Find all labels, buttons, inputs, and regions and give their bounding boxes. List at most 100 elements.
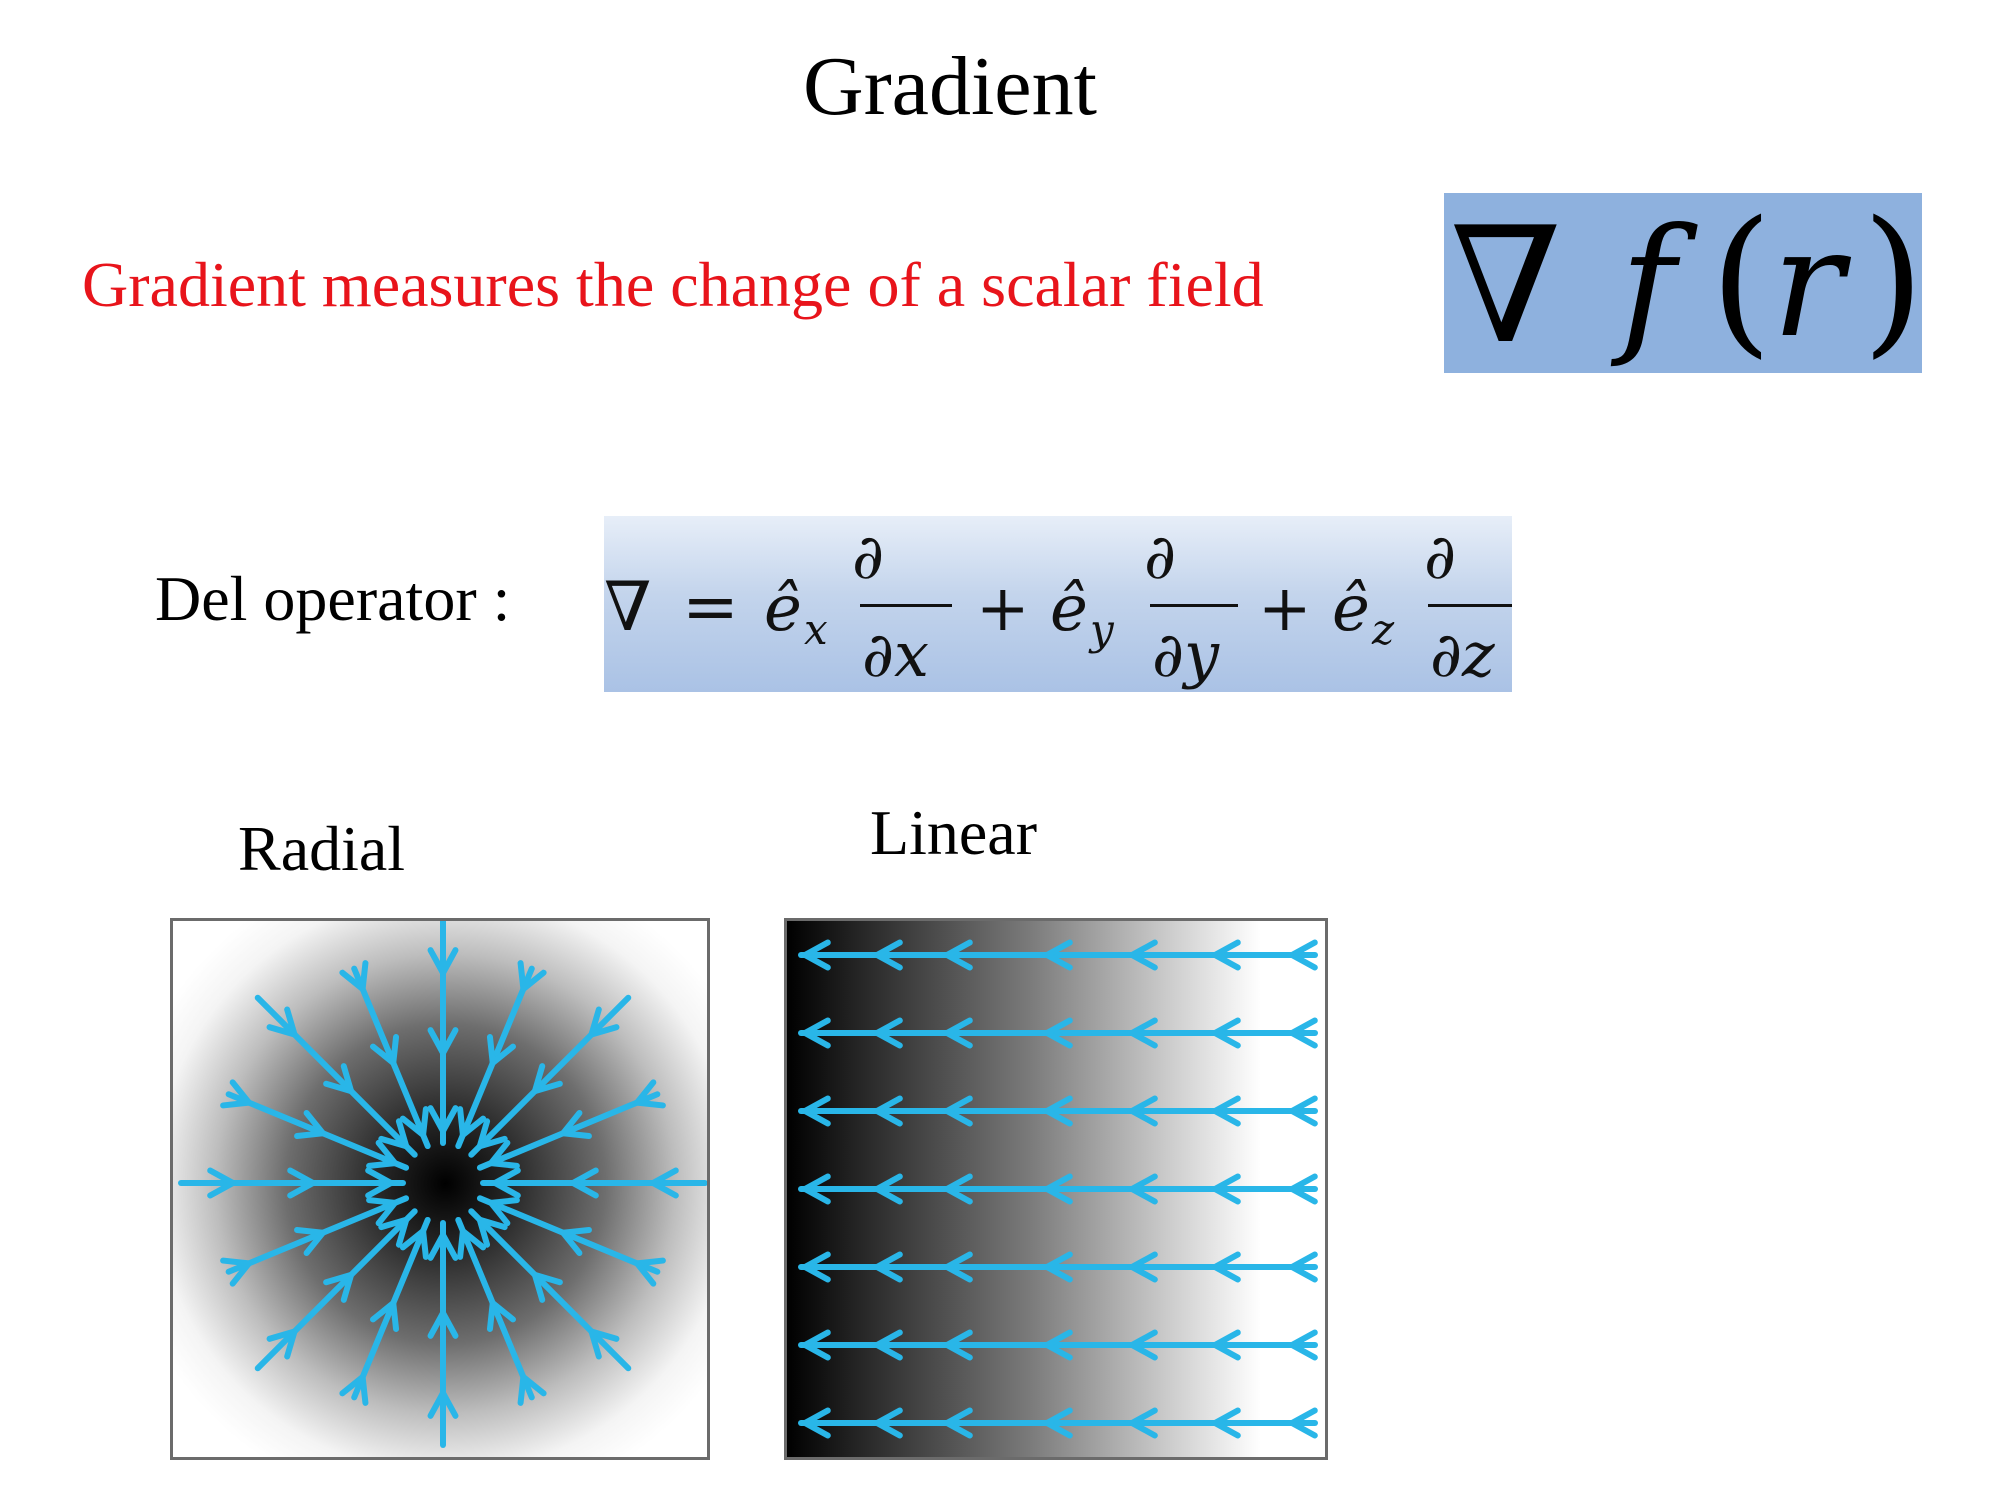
radial-arrow-icon [570,1167,599,1199]
unit-vector-z-subscript: z [1371,605,1395,654]
linear-arrow-icon [1044,1173,1073,1205]
radial-arrow-icon [427,1105,459,1134]
linear-arrow-icon [1289,1017,1318,1049]
radial-arrow-icon [427,947,459,976]
radial-arrow-icon [365,1167,394,1199]
linear-arrow-icon [1044,939,1073,971]
linear-arrow-icon [1289,939,1318,971]
radial-arrow-icon [366,1139,398,1169]
linear-arrow-icon [944,1095,973,1127]
radial-arrow-icon [266,1328,298,1360]
unit-vector-y: ê [1050,572,1088,646]
radial-arrow-icon [650,1167,679,1199]
radial-arrow-icon [370,1300,400,1332]
radial-arrow-shaft [468,1208,632,1372]
radial-arrow-shaft [254,1208,418,1372]
radial-arrow-shaft [254,994,418,1158]
partial-denominator-z: ∂z [1430,618,1495,691]
radial-arrow-shaft [468,994,632,1158]
function-symbol: f [1610,197,1698,371]
variable-r: r [1772,197,1852,371]
radial-arrow-icon [378,1118,410,1150]
linear-gradient-diagram [784,918,1328,1460]
linear-arrow-icon [802,1329,831,1361]
linear-arrow-icon [1044,1329,1073,1361]
linear-arrow-icon [1129,1251,1158,1283]
linear-arrow-icon [1289,1251,1318,1283]
radial-arrow-icon [560,1226,592,1256]
radial-arrow-icon [207,1167,236,1199]
radial-arrow-icon [220,1257,252,1287]
gradient-formula-box: ∇ f ( r ) [1444,193,1922,373]
radial-arrow-icon [488,1139,520,1169]
linear-arrow-icon [1289,1407,1318,1439]
fraction-bar-y [1150,604,1238,607]
radial-caption: Radial [238,813,406,884]
radial-arrow-icon [488,1197,520,1227]
linear-arrow-icon [1212,1329,1241,1361]
linear-arrow-icon [944,1173,973,1205]
linear-arrow-field [798,939,1318,1439]
radial-arrow-icon [531,1063,563,1095]
linear-arrow-icon [1129,1017,1158,1049]
linear-arrow-icon [874,1017,903,1049]
linear-arrow-icon [1289,1173,1318,1205]
linear-arrow-icon [944,1017,973,1049]
unit-vector-x-subscript: x [804,605,828,654]
radial-arrow-icon [588,1006,620,1038]
radial-arrow-icon [378,1216,410,1248]
radial-arrow-icon [399,1228,429,1260]
radial-arrow-icon [427,1232,459,1261]
linear-arrow-icon [802,1095,831,1127]
radial-gradient-diagram [170,918,710,1460]
linear-arrow-icon [944,1251,973,1283]
linear-arrow-icon [1289,1329,1318,1361]
del-operator-formula-box: ∇ = ê x ∂ ∂x + ê y ∂ ∂y + ê z ∂ ∂z [604,516,1512,692]
radial-arrow-icon [294,1226,326,1256]
linear-arrow-icon [1129,939,1158,971]
radial-arrow-field [178,921,707,1448]
linear-arrow-icon [1212,1017,1241,1049]
radial-arrow-icon [476,1118,508,1150]
linear-arrow-icon [802,1017,831,1049]
linear-arrow-icon [802,1173,831,1205]
partial-numerator-x: ∂ [852,520,884,593]
fraction-bar-z [1428,604,1512,607]
radial-arrow-icon [634,1079,666,1109]
radial-arrow-icon [588,1328,620,1360]
linear-arrow-icon [1129,1329,1158,1361]
radial-arrow-icon [323,1063,355,1095]
linear-arrow-icon [1212,1173,1241,1205]
radial-arrow-icon [560,1110,592,1140]
linear-arrow-icon [1212,939,1241,971]
partial-numerator-z: ∂ [1424,520,1456,593]
linear-arrow-icon [802,1251,831,1283]
radial-arrow-icon [517,1374,547,1406]
radial-arrow-icon [427,1390,459,1419]
linear-arrow-icon [1289,1095,1318,1127]
slide-title: Gradient [803,40,1097,133]
unit-vector-z: ê [1332,572,1370,646]
gradient-formula: ∇ f ( r ) [1450,193,1922,373]
radial-arrow-icon [220,1079,252,1109]
linear-arrow-icon [1044,1251,1073,1283]
linear-arrow-icon [802,1407,831,1439]
fraction-bar-x [860,604,952,607]
plus-sign-2: + [1258,572,1312,646]
linear-arrow-icon [1212,1407,1241,1439]
linear-arrow-icon [874,1251,903,1283]
radial-arrow-icon [323,1271,355,1303]
radial-arrow-icon [531,1271,563,1303]
radial-arrow-icon [294,1110,326,1140]
del-nabla: ∇ [604,568,651,647]
close-paren: ) [1862,193,1922,373]
partial-denominator-y: ∂y [1152,618,1220,691]
linear-arrow-icon [1129,1095,1158,1127]
partial-denominator-x: ∂x [862,618,929,691]
linear-arrow-icon [874,939,903,971]
linear-arrow-icon [1044,1407,1073,1439]
radial-arrow-icon [370,1034,400,1066]
linear-arrow-icon [944,1407,973,1439]
linear-arrow-icon [944,1329,973,1361]
plus-sign-1: + [976,572,1030,646]
